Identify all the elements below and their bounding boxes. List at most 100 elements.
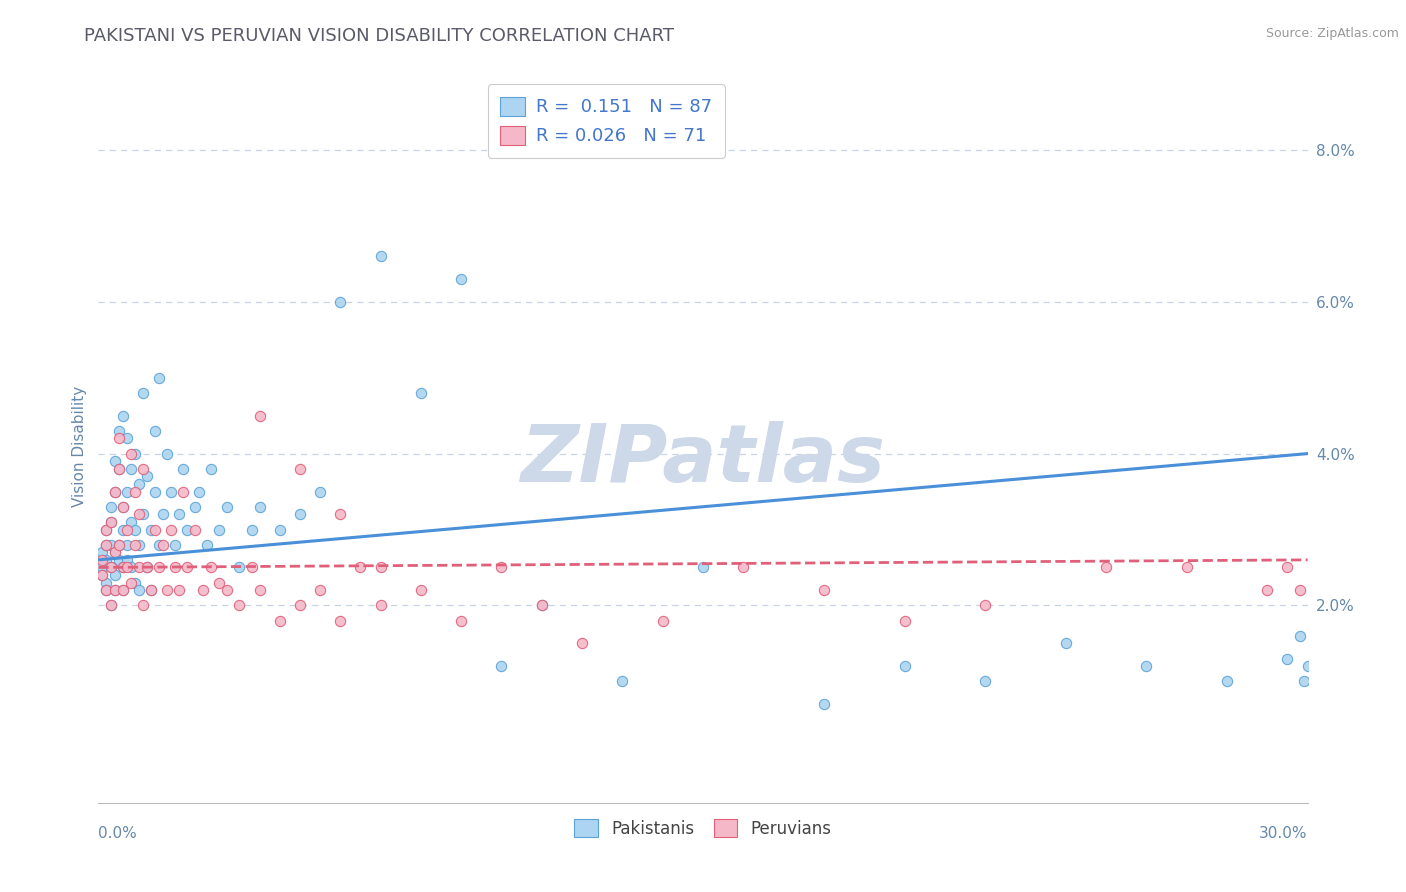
Point — [132, 508, 155, 522]
Point — [167, 583, 190, 598]
Point — [96, 523, 118, 537]
Point — [96, 538, 118, 552]
Point — [120, 447, 142, 461]
Point — [269, 614, 291, 628]
Point — [813, 697, 835, 711]
Point — [111, 583, 134, 598]
Point — [184, 523, 207, 537]
Point — [163, 560, 186, 574]
Point — [288, 462, 311, 476]
Point — [120, 515, 142, 529]
Point — [132, 385, 155, 400]
Point — [100, 560, 122, 574]
Point — [163, 538, 186, 552]
Point — [217, 500, 239, 514]
Point — [692, 560, 714, 574]
Point — [107, 462, 129, 476]
Point — [139, 583, 162, 598]
Point — [103, 568, 125, 582]
Point — [115, 560, 138, 574]
Point — [111, 523, 134, 537]
Point — [135, 560, 157, 574]
Point — [813, 583, 835, 598]
Point — [530, 599, 553, 613]
Point — [143, 424, 166, 438]
Point — [124, 575, 146, 590]
Point — [370, 560, 392, 574]
Point — [128, 477, 150, 491]
Point — [148, 538, 170, 552]
Point — [96, 538, 118, 552]
Point — [91, 553, 114, 567]
Point — [240, 560, 263, 574]
Point — [115, 431, 138, 445]
Point — [1175, 560, 1198, 574]
Point — [193, 583, 215, 598]
Point — [139, 583, 162, 598]
Point — [111, 583, 134, 598]
Point — [100, 515, 122, 529]
Point — [91, 568, 114, 582]
Point — [733, 560, 755, 574]
Point — [115, 484, 138, 499]
Point — [103, 484, 125, 499]
Point — [651, 614, 673, 628]
Point — [200, 462, 222, 476]
Point — [128, 560, 150, 574]
Point — [409, 583, 432, 598]
Point — [176, 523, 198, 537]
Point — [491, 659, 513, 673]
Point — [143, 523, 166, 537]
Point — [100, 515, 122, 529]
Point — [249, 409, 271, 423]
Point — [100, 538, 122, 552]
Point — [450, 272, 472, 286]
Point — [450, 614, 472, 628]
Point — [571, 636, 593, 650]
Point — [217, 583, 239, 598]
Point — [128, 508, 150, 522]
Point — [208, 575, 231, 590]
Point — [1135, 659, 1157, 673]
Point — [115, 553, 138, 567]
Point — [1292, 674, 1315, 689]
Point — [172, 462, 194, 476]
Point — [409, 385, 432, 400]
Point — [172, 484, 194, 499]
Point — [96, 575, 118, 590]
Text: ZIPatlas: ZIPatlas — [520, 421, 886, 500]
Point — [143, 484, 166, 499]
Point — [1277, 560, 1299, 574]
Point — [893, 614, 915, 628]
Point — [1296, 659, 1319, 673]
Point — [370, 249, 392, 263]
Point — [115, 523, 138, 537]
Text: 0.0%: 0.0% — [98, 826, 138, 840]
Point — [103, 545, 125, 559]
Point — [135, 560, 157, 574]
Point — [370, 599, 392, 613]
Point — [148, 370, 170, 384]
Point — [288, 508, 311, 522]
Point — [156, 447, 179, 461]
Point — [184, 500, 207, 514]
Legend: Pakistanis, Peruvians: Pakistanis, Peruvians — [568, 813, 838, 845]
Point — [91, 560, 114, 574]
Point — [176, 560, 198, 574]
Point — [974, 674, 997, 689]
Point — [100, 599, 122, 613]
Point — [329, 508, 352, 522]
Point — [124, 484, 146, 499]
Point — [491, 560, 513, 574]
Point — [91, 545, 114, 559]
Point — [612, 674, 634, 689]
Point — [249, 583, 271, 598]
Point — [152, 508, 174, 522]
Point — [1256, 583, 1278, 598]
Point — [208, 523, 231, 537]
Point — [132, 462, 155, 476]
Point — [128, 583, 150, 598]
Point — [188, 484, 211, 499]
Point — [249, 500, 271, 514]
Point — [530, 599, 553, 613]
